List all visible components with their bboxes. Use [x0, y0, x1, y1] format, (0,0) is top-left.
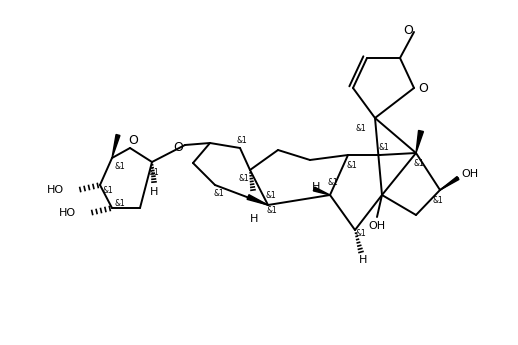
Text: OH: OH	[462, 169, 479, 179]
Text: &1: &1	[267, 206, 277, 215]
Text: &1: &1	[149, 168, 160, 177]
Text: &1: &1	[237, 136, 248, 145]
Text: &1: &1	[356, 124, 366, 132]
Text: &1: &1	[103, 186, 113, 195]
Text: O: O	[403, 23, 413, 37]
Polygon shape	[313, 187, 330, 195]
Text: H: H	[150, 187, 158, 197]
Text: &1: &1	[433, 196, 443, 205]
Polygon shape	[112, 135, 120, 158]
Text: &1: &1	[414, 158, 424, 168]
Text: O: O	[418, 81, 428, 95]
Text: &1: &1	[379, 142, 390, 151]
Text: &1: &1	[347, 160, 357, 169]
Text: HO: HO	[59, 208, 76, 218]
Text: &1: &1	[266, 190, 277, 199]
Text: &1: &1	[239, 174, 249, 183]
Polygon shape	[247, 195, 268, 205]
Text: H: H	[250, 214, 258, 224]
Text: O: O	[128, 134, 138, 147]
Polygon shape	[440, 177, 459, 190]
Text: H: H	[312, 182, 320, 192]
Text: &1: &1	[356, 228, 366, 237]
Text: H: H	[359, 255, 367, 265]
Text: &1: &1	[213, 188, 224, 197]
Text: &1: &1	[114, 198, 125, 207]
Text: HO: HO	[47, 185, 64, 195]
Text: &1: &1	[327, 177, 338, 187]
Text: O: O	[173, 140, 183, 154]
Polygon shape	[416, 130, 423, 153]
Text: OH: OH	[368, 221, 385, 231]
Text: &1: &1	[114, 161, 125, 170]
